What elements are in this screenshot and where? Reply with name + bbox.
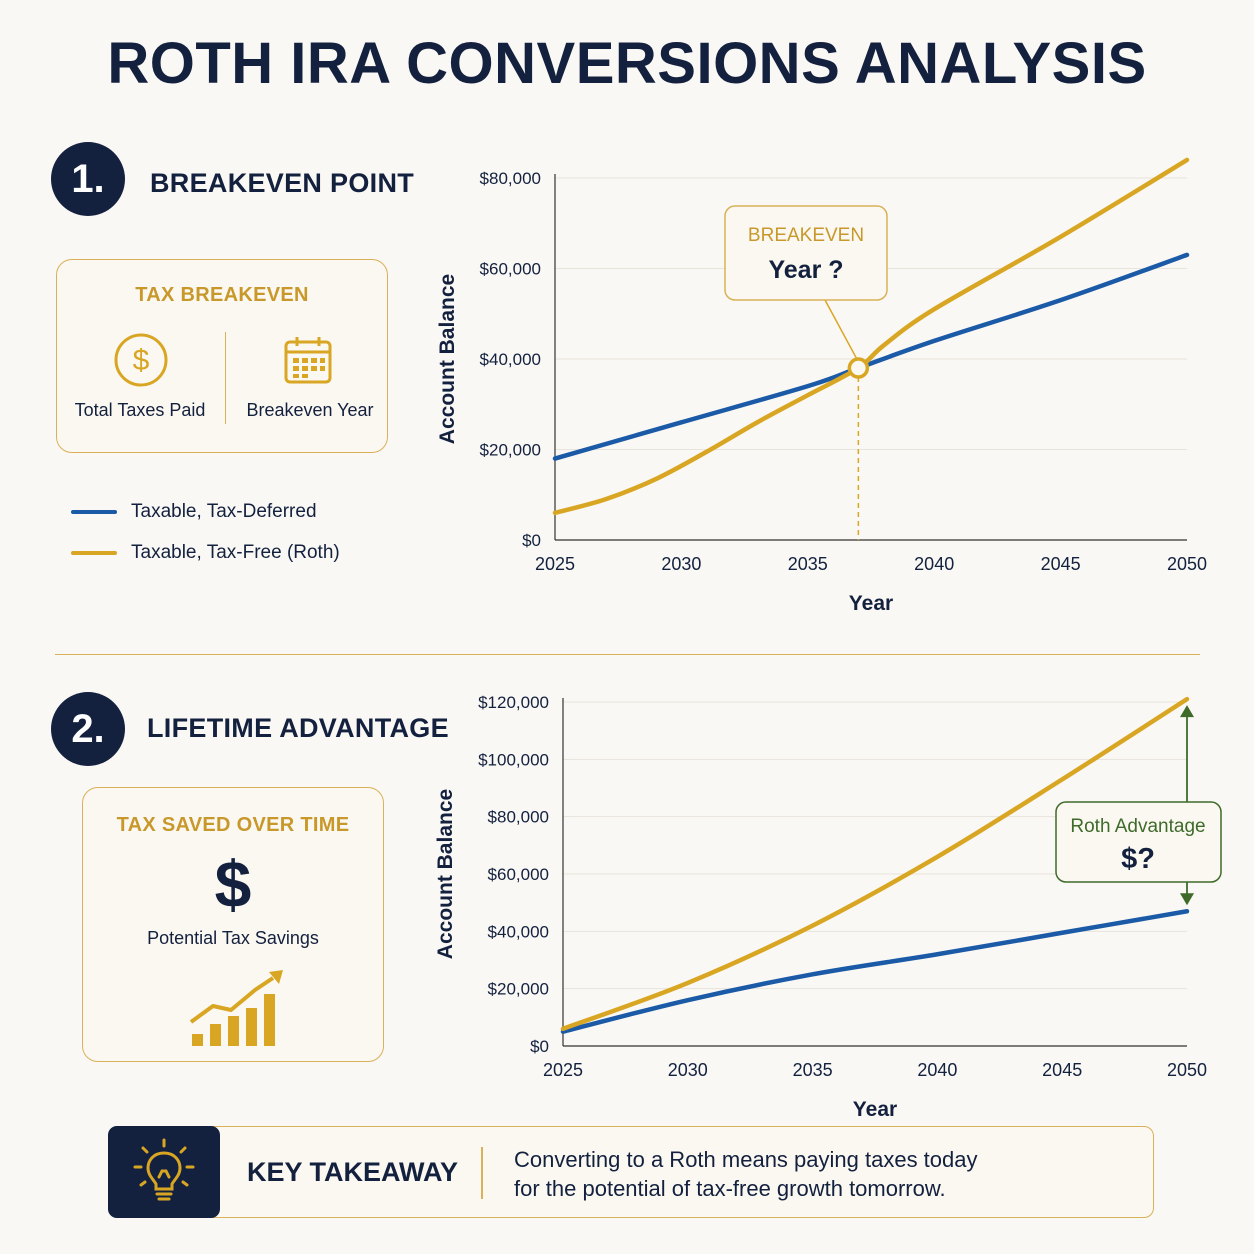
y-tick-label: $80,000 [488,808,549,827]
section-number-badge: 2. [51,692,125,766]
y-tick-label: $40,000 [488,922,549,941]
rising-bar-chart-icon [189,970,283,1046]
y-axis-label: Account Balance [436,274,459,444]
callout-pointer [824,299,858,359]
takeaway-icon-box [108,1126,220,1218]
roth-advantage-callout [1055,801,1222,883]
breakeven-callout [724,205,888,301]
takeaway-text-line: Converting to a Roth means paying taxes … [514,1147,978,1172]
x-tick-label: 2030 [661,554,701,574]
section-divider [55,654,1200,655]
y-tick-label: $0 [522,531,541,550]
x-tick-label: 2035 [788,554,828,574]
section-number-badge: 1. [51,142,125,216]
dollar-circle-icon: $ [114,333,168,387]
calendar-icon [284,337,332,384]
series-line-roth [552,157,1190,516]
key-takeaway-banner: KEY TAKEAWAY Converting to a Roth means … [108,1126,1154,1218]
takeaway-title: KEY TAKEAWAY [247,1157,459,1187]
total-taxes-paid-label: Total Taxes Paid [74,400,206,420]
x-tick-label: 2025 [543,1060,583,1080]
y-tick-label: $80,000 [480,169,541,188]
tax-breakeven-card: TAX BREAKEVEN $ Total Taxes Paid Breakev… [56,259,388,453]
card-divider [225,332,226,424]
advantage-arrow-up [1180,705,1194,718]
page-title: ROTH IRA CONVERSIONS ANALYSIS [107,31,1147,96]
x-tick-label: 2050 [1167,1060,1207,1080]
callout-title: Roth Advantage [1070,816,1205,837]
y-tick-label: $20,000 [488,980,549,999]
potential-tax-savings-label: Potential Tax Savings [147,928,319,948]
x-tick-label: 2045 [1042,1060,1082,1080]
x-axis-label: Year [849,592,893,615]
tax-saved-card: TAX SAVED OVER TIME $ Potential Tax Savi… [82,787,384,1062]
dollar-symbol: $ [214,847,252,921]
advantage-arrow-down [1180,893,1194,906]
x-tick-label: 2025 [535,554,575,574]
x-tick-label: 2030 [668,1060,708,1080]
x-tick-label: 2040 [914,554,954,574]
x-axis-label: Year [853,1098,897,1120]
card-title: TAX BREAKEVEN [135,284,309,306]
breakeven-year-label: Breakeven Year [246,400,374,420]
lightbulb-icon [133,1138,195,1201]
callout-value: Year ? [768,256,843,284]
card-title: TAX SAVED OVER TIME [116,814,350,836]
section-heading: BREAKEVEN POINT [150,168,415,198]
svg-text:$: $ [133,344,150,377]
series-line-roth [560,696,1190,1032]
takeaway-separator [481,1147,483,1199]
legend-line-tax-deferred [71,510,117,514]
y-tick-label: $0 [530,1037,549,1056]
legend-line-roth [71,551,117,555]
y-tick-label: $120,000 [478,693,549,712]
y-tick-label: $60,000 [480,260,541,279]
breakeven-marker [847,357,870,379]
callout-title: BREAKEVEN [748,225,864,246]
takeaway-text: Converting to a Roth means paying taxes … [514,1145,1074,1203]
x-tick-label: 2035 [793,1060,833,1080]
series-line-tax-deferred [560,909,1190,1034]
y-tick-label: $60,000 [488,865,549,884]
x-tick-label: 2040 [917,1060,957,1080]
x-tick-label: 2050 [1167,554,1207,574]
section-heading: LIFETIME ADVANTAGE [147,713,449,743]
x-tick-label: 2045 [1041,554,1081,574]
breakeven-chart: $0 $20,000 $40,000 $60,000 $80,000 2025 2030 20… [436,157,1207,615]
y-tick-label: $40,000 [480,350,541,369]
takeaway-text-line: for the potential of tax-free growth tom… [514,1176,946,1201]
callout-value: $? [1121,843,1155,875]
y-tick-label: $100,000 [478,750,549,769]
legend-label-tax-deferred: Taxable, Tax-Deferred [131,501,317,522]
y-axis-label: Account Balance [434,789,457,959]
y-tick-label: $20,000 [480,441,541,460]
legend-label-roth: Taxable, Tax-Free (Roth) [131,542,340,563]
lifetime-advantage-chart: $0 $20,000 $40,000 $60,000 $80,000 $100,000 $1… [434,693,1222,1120]
